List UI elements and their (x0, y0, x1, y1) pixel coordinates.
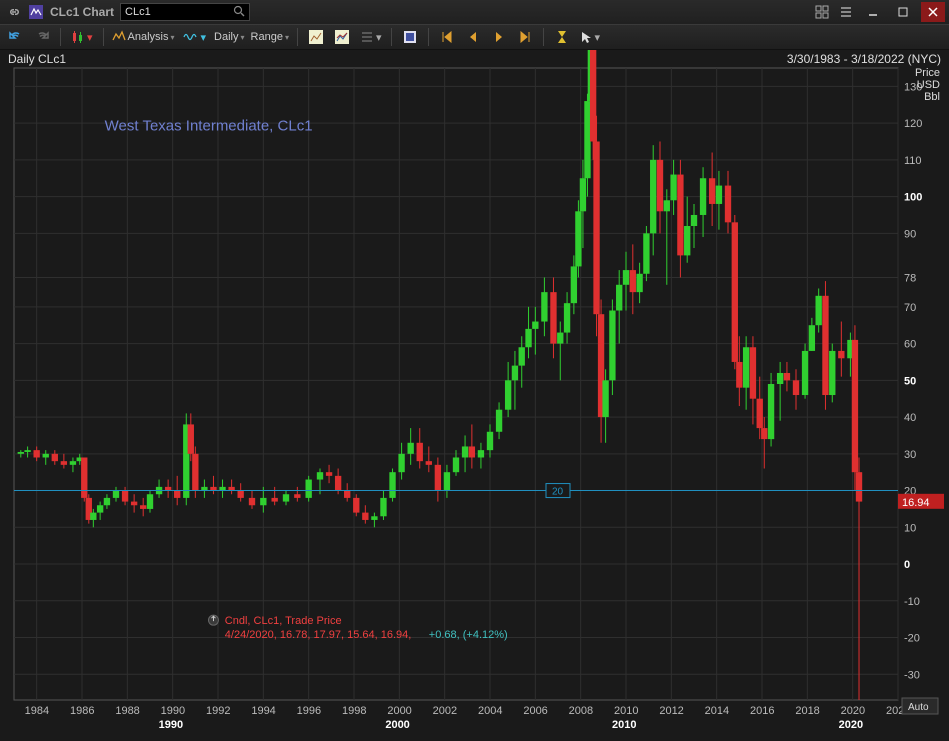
svg-text:0: 0 (904, 559, 910, 571)
svg-text:1988: 1988 (115, 705, 139, 717)
nav-prev-button[interactable] (463, 27, 483, 47)
svg-text:+0.68, (+4.12%): +0.68, (+4.12%) (429, 629, 508, 641)
svg-text:2016: 2016 (750, 705, 774, 717)
svg-text:30: 30 (904, 449, 916, 461)
svg-text:Auto: Auto (908, 702, 929, 713)
chart-type-2-button[interactable] (332, 27, 352, 47)
minimize-button[interactable] (861, 2, 885, 22)
window-title: CLc1 Chart (50, 5, 114, 19)
redo-button[interactable] (32, 27, 52, 47)
svg-text:2020: 2020 (839, 719, 863, 731)
range-label: Range (251, 31, 283, 43)
chart-area[interactable]: Daily CLc1 3/30/1983 - 3/18/2022 (NYC) 2… (0, 50, 949, 741)
svg-text:2004: 2004 (478, 705, 502, 717)
svg-text:2000: 2000 (385, 719, 409, 731)
maximize-button[interactable] (891, 2, 915, 22)
svg-text:20: 20 (552, 487, 564, 498)
svg-text:78: 78 (904, 272, 916, 284)
svg-text:2014: 2014 (705, 705, 729, 717)
svg-text:1986: 1986 (70, 705, 94, 717)
chart-header-left: Daily CLc1 (8, 52, 66, 66)
svg-text:USD: USD (917, 79, 940, 91)
nav-first-button[interactable] (437, 27, 457, 47)
search-value: CLc1 (125, 6, 151, 18)
svg-text:Price: Price (915, 67, 940, 79)
window-titlebar: CLc1 Chart CLc1 (0, 0, 949, 24)
svg-text:100: 100 (904, 192, 922, 204)
chart-type-1-button[interactable] (306, 27, 326, 47)
svg-text:West Texas Intermediate, CLc1: West Texas Intermediate, CLc1 (105, 117, 313, 134)
interval-label: Daily (214, 31, 238, 43)
chart-svg: 20 -30-20-100102030405060707890100110120… (0, 50, 949, 741)
svg-text:4/24/2020, 16.78, 17.97, 15.64: 4/24/2020, 16.78, 17.97, 15.64, 16.94, (225, 629, 412, 641)
svg-text:90: 90 (904, 228, 916, 240)
svg-text:1990: 1990 (161, 705, 185, 717)
hourglass-icon[interactable] (552, 27, 572, 47)
layout-icon[interactable] (813, 3, 831, 21)
svg-text:2012: 2012 (659, 705, 683, 717)
link-icon[interactable] (4, 3, 22, 21)
close-button[interactable] (921, 2, 945, 22)
nav-last-button[interactable] (515, 27, 535, 47)
svg-text:1992: 1992 (206, 705, 230, 717)
svg-text:-10: -10 (904, 596, 920, 608)
svg-text:2008: 2008 (569, 705, 593, 717)
search-icon[interactable] (233, 5, 245, 20)
svg-text:10: 10 (904, 522, 916, 534)
analysis-icon (112, 30, 126, 45)
svg-text:2002: 2002 (433, 705, 457, 717)
analysis-dropdown[interactable]: Analysis ▾ (112, 30, 175, 45)
analysis-label: Analysis (128, 31, 169, 43)
svg-text:50: 50 (904, 375, 916, 387)
svg-text:-20: -20 (904, 633, 920, 645)
svg-text:16.94: 16.94 (902, 497, 930, 509)
svg-text:70: 70 (904, 302, 916, 314)
svg-text:40: 40 (904, 412, 916, 424)
svg-text:120: 120 (904, 118, 922, 130)
svg-text:1990: 1990 (159, 719, 183, 731)
svg-text:Bbl: Bbl (924, 91, 940, 103)
svg-text:-30: -30 (904, 669, 920, 681)
interval-dropdown[interactable]: Daily▾ (214, 31, 244, 43)
svg-text:2010: 2010 (612, 719, 636, 731)
svg-text:2010: 2010 (614, 705, 638, 717)
svg-text:2000: 2000 (387, 705, 411, 717)
svg-text:60: 60 (904, 339, 916, 351)
chart-toolbar: ▾ Analysis ▾ ▾ Daily▾ Range▾ ▾ ▾ (0, 24, 949, 50)
wave-icon[interactable]: ▾ (181, 27, 209, 47)
svg-text:1984: 1984 (25, 705, 49, 717)
svg-text:1998: 1998 (342, 705, 366, 717)
svg-text:2020: 2020 (841, 705, 865, 717)
chart-header-right: 3/30/1983 - 3/18/2022 (NYC) (787, 52, 941, 66)
cursor-button[interactable]: ▾ (578, 27, 602, 47)
svg-text:110: 110 (904, 155, 922, 167)
list-button[interactable]: ▾ (358, 27, 384, 47)
svg-text:2006: 2006 (523, 705, 547, 717)
symbol-search-input[interactable]: CLc1 (120, 3, 250, 21)
menu-icon[interactable] (837, 3, 855, 21)
app-logo-icon (28, 4, 44, 20)
snapshot-button[interactable] (400, 27, 420, 47)
svg-text:Cndl, CLc1, Trade Price: Cndl, CLc1, Trade Price (225, 615, 342, 627)
undo-button[interactable] (6, 27, 26, 47)
candlestick-button[interactable]: ▾ (69, 27, 95, 47)
svg-text:1996: 1996 (297, 705, 321, 717)
svg-text:2018: 2018 (795, 705, 819, 717)
svg-text:1994: 1994 (251, 705, 275, 717)
nav-next-button[interactable] (489, 27, 509, 47)
range-dropdown[interactable]: Range▾ (251, 31, 289, 43)
